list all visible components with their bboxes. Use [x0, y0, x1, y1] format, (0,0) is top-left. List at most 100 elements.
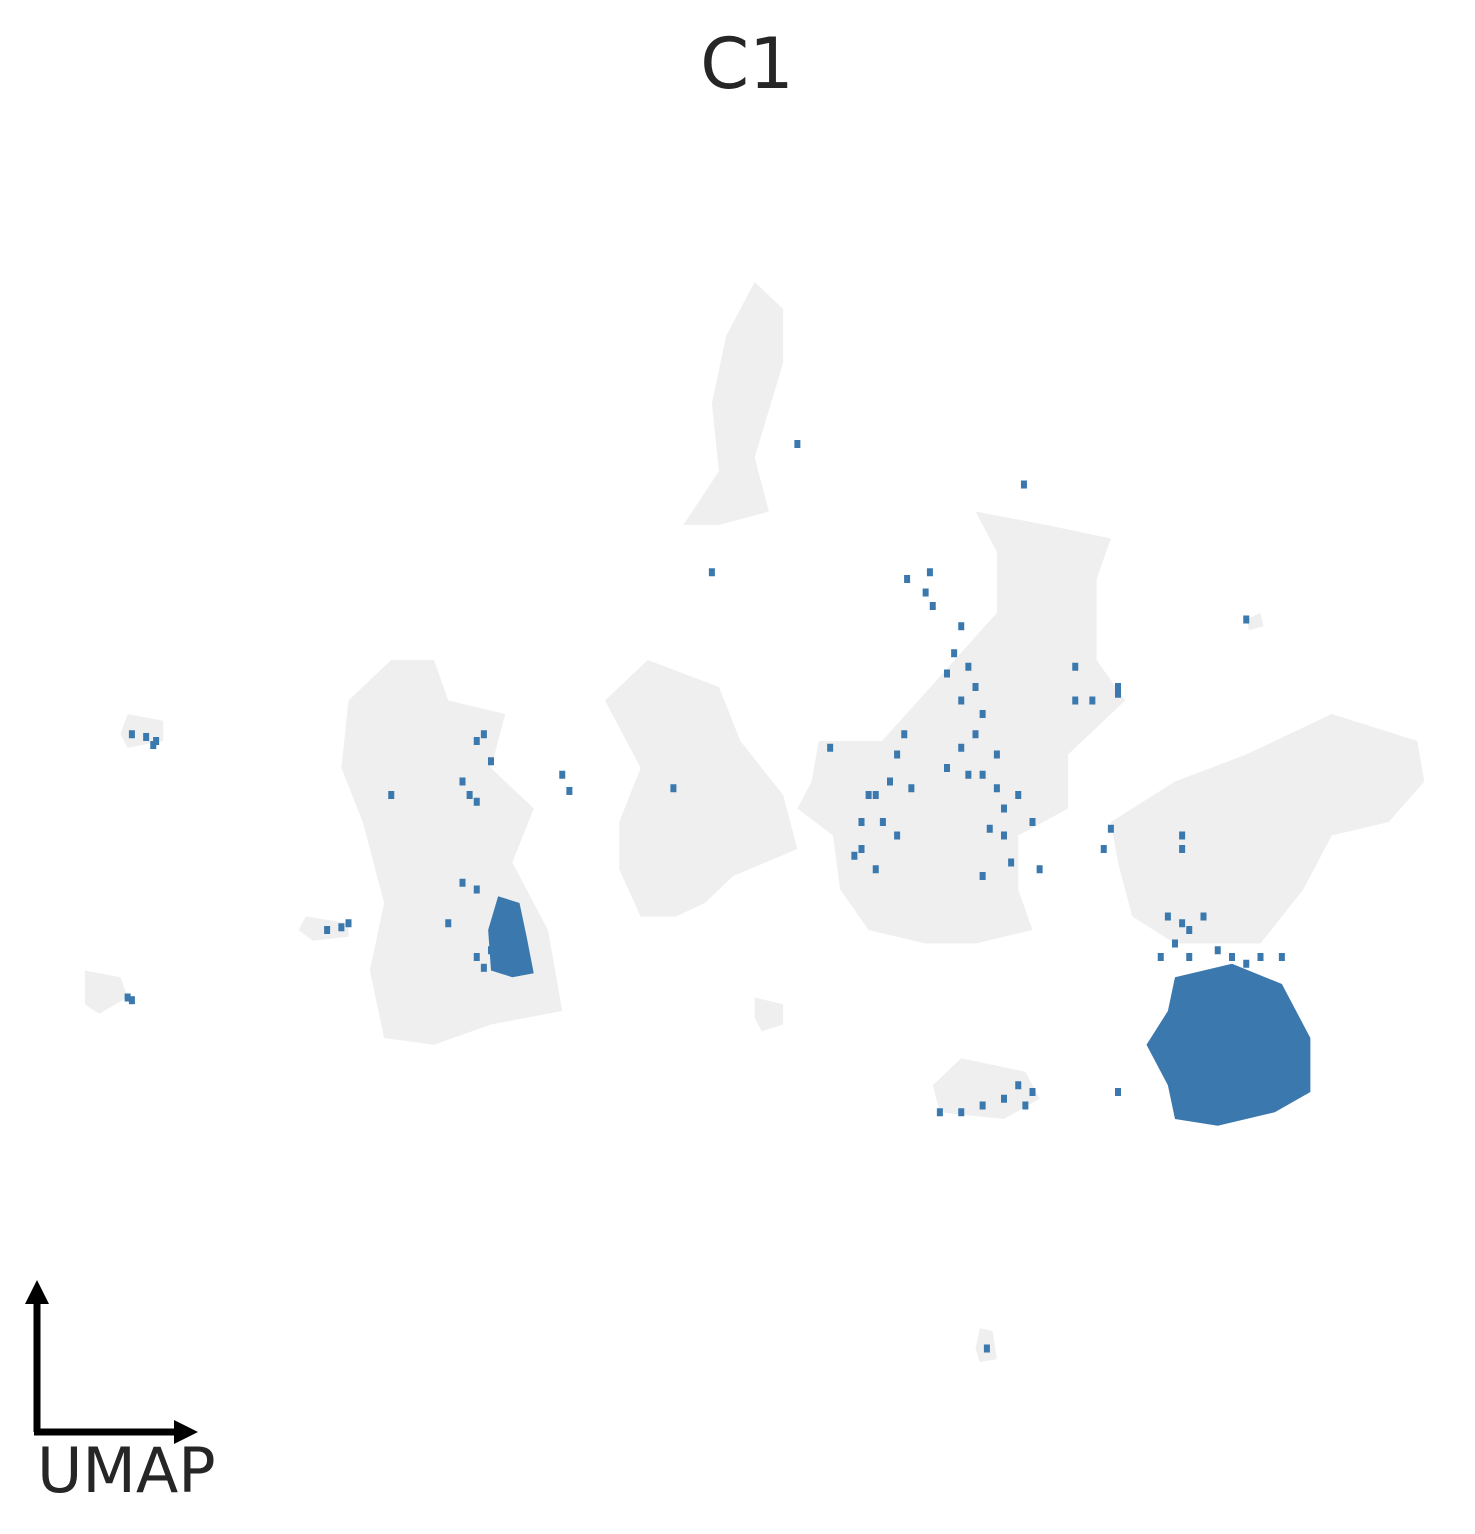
highlighted-point [1008, 858, 1015, 867]
highlighted-points-layer [124, 440, 1285, 1353]
highlighted-point [473, 797, 480, 806]
highlighted-point [466, 791, 473, 799]
highlighted-point [1179, 845, 1186, 853]
highlighted-point [1072, 662, 1079, 671]
chart-title: C1 [700, 23, 793, 105]
highlighted-point [983, 1344, 990, 1353]
highlighted-point [473, 953, 480, 961]
highlighted-point [894, 750, 901, 759]
axis-indicator-label: UMAP [37, 1434, 216, 1507]
highlighted-cells-layer [488, 896, 1311, 1126]
highlighted-point [388, 791, 395, 799]
highlighted-point [338, 923, 345, 932]
highlighted-point [1107, 824, 1114, 833]
highlighted-point [1229, 953, 1235, 961]
highlighted-point [559, 770, 566, 779]
highlighted-point [958, 1108, 965, 1117]
highlighted-point [958, 743, 965, 752]
highlighted-point [965, 662, 972, 671]
highlighted-point [124, 993, 131, 1002]
highlighted-point [858, 818, 865, 826]
highlighted-point [926, 568, 933, 577]
background-cluster-small-far-left [120, 714, 164, 748]
highlighted-point [1115, 1088, 1121, 1096]
highlighted-point [944, 764, 950, 772]
highlighted-point [993, 784, 1000, 793]
highlighted-point [1200, 912, 1207, 921]
highlighted-point [1257, 953, 1264, 961]
highlighted-point [1001, 831, 1007, 840]
highlighted-point [894, 831, 901, 840]
highlighted-point [1186, 926, 1193, 934]
highlighted-point [445, 919, 452, 928]
highlighted-point [566, 786, 573, 795]
highlighted-point [858, 845, 865, 853]
y-axis-arrow-head [25, 1280, 49, 1304]
highlighted-point [972, 730, 979, 739]
highlighted-point [1172, 939, 1178, 948]
highlighted-point [1243, 615, 1250, 624]
highlighted-point [1020, 480, 1027, 489]
highlighted-point [473, 885, 480, 894]
highlighted-point [143, 732, 150, 741]
highlighted-point [1278, 953, 1285, 961]
highlighted-point [670, 784, 677, 793]
highlighted-point [708, 568, 715, 577]
highlighted-point [459, 777, 466, 786]
background-cluster-small-left [298, 916, 349, 941]
background-cluster-small-bottom-left [84, 970, 128, 1014]
highlighted-point [1243, 959, 1250, 968]
highlighted-point [480, 730, 487, 739]
highlighted-cluster-left-main-c1-cluster [488, 896, 534, 978]
highlighted-point [979, 872, 986, 880]
highlighted-point [879, 818, 886, 826]
highlighted-point [1157, 953, 1164, 961]
highlighted-point [944, 669, 950, 678]
highlighted-point [324, 926, 331, 934]
highlighted-point [488, 757, 494, 766]
highlighted-point [904, 575, 911, 583]
background-cluster-top-spike [683, 282, 784, 525]
highlighted-point [1186, 953, 1193, 961]
highlighted-point [128, 996, 135, 1005]
highlighted-point [794, 440, 801, 448]
background-cluster-small-top-right [1246, 612, 1264, 631]
highlighted-point [1179, 831, 1186, 840]
highlighted-point [872, 791, 879, 799]
highlighted-point [851, 851, 858, 860]
highlighted-point [459, 878, 466, 887]
highlighted-point [908, 784, 915, 793]
umap-axis-indicator: UMAP [25, 1280, 216, 1507]
highlighted-point [979, 710, 986, 718]
highlighted-point [972, 683, 979, 691]
background-cluster-right-mid [797, 741, 1033, 944]
highlighted-point [1015, 1081, 1022, 1090]
highlighted-point [1029, 1088, 1036, 1096]
background-cluster-bottom-right-patch [932, 1058, 1040, 1119]
highlighted-point [965, 770, 972, 779]
x-axis-arrow-head [174, 1420, 198, 1444]
highlighted-point [1015, 791, 1022, 799]
highlighted-point [1115, 683, 1121, 691]
background-cluster-center-blob [605, 660, 798, 917]
background-cluster-left-main [341, 660, 563, 1045]
highlighted-point [1179, 919, 1186, 928]
highlighted-point [951, 649, 958, 658]
highlighted-point [993, 750, 1000, 759]
highlighted-point [922, 588, 929, 597]
highlighted-point [936, 1108, 943, 1117]
highlighted-point [887, 777, 893, 786]
highlighted-point [1001, 804, 1007, 813]
highlighted-cluster-main-c1-cluster [1146, 963, 1311, 1126]
highlighted-point [1100, 845, 1107, 853]
highlighted-point [865, 791, 872, 799]
highlighted-point [153, 737, 160, 745]
highlighted-point [1029, 818, 1036, 826]
highlighted-point [1214, 946, 1221, 955]
highlighted-point [128, 730, 135, 739]
highlighted-point [150, 741, 157, 750]
highlighted-point [929, 602, 936, 610]
highlighted-point [473, 737, 480, 745]
highlighted-point [1089, 696, 1096, 705]
